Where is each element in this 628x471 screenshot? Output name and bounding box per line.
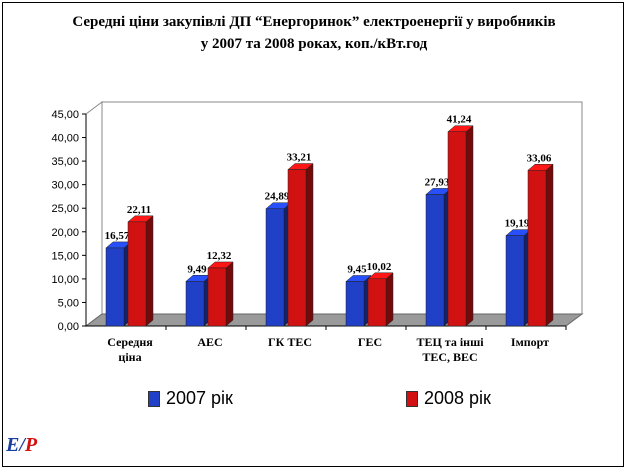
logo-letter-e: Е [6,434,20,456]
chart-title: Середні ціни закупівлі ДП “Енергоринок” … [0,11,628,55]
bar [127,221,147,327]
bar [207,267,227,327]
bar [287,169,307,327]
x-tick-label: Середня [107,335,153,349]
bar [527,170,547,327]
bar [265,208,285,327]
legend-swatch-2008 [406,390,418,407]
bar-value-label: 27,93 [425,176,450,188]
y-tick-label: 35,00 [51,156,79,168]
legend-label-2008: 2008 рік [424,388,491,408]
company-logo: Е/Р [6,434,38,456]
bar-value-label: 12,32 [207,250,232,262]
bar-value-label: 33,06 [527,152,552,164]
y-tick-label: 0,00 [58,321,79,333]
chart-title-line-2: у 2007 та 2008 роках, коп./кВт.год [200,36,428,52]
bar [105,247,125,327]
bar-side [225,261,234,327]
y-tick-label: 40,00 [51,133,79,145]
y-tick-label: 5,00 [58,297,79,309]
x-tick-label: ГК ТЕС [268,335,312,349]
bar-value-label: 33,21 [287,152,312,164]
bar-value-label: 41,24 [447,114,472,126]
y-tick-label: 30,00 [51,180,79,192]
legend-swatch-2007 [148,390,160,407]
bar-side [545,163,554,327]
bar [345,281,365,327]
x-tick-label: Імпорт [511,335,549,349]
bar [425,194,445,327]
bar [505,235,525,327]
legend-item-2008: 2008 рік [406,388,491,409]
y-tick-label: 45,00 [51,109,79,121]
bar [185,281,205,327]
x-tick-label: АЕС [197,335,222,349]
chart-title-line-1: Середні ціни закупівлі ДП “Енергоринок” … [72,14,556,30]
bar-value-label: 9,45 [347,263,367,275]
bar-value-label: 9,49 [187,263,207,275]
bar-side [305,163,314,327]
bar-value-label: 24,89 [265,191,290,203]
x-tick-label: ТЕС, ВЕС [422,350,477,364]
bar-value-label: 22,11 [127,204,151,216]
bar [367,278,387,327]
bar-side [145,215,154,327]
x-tick-label: ГЕС [358,335,382,349]
y-tick-label: 10,00 [51,274,79,286]
bar-value-label: 10,02 [367,261,392,273]
logo-letter-r: Р [24,434,38,456]
y-tick-label: 20,00 [51,227,79,239]
x-tick-label: ціна [118,350,141,364]
bar-value-label: 16,57 [105,230,130,242]
y-tick-label: 15,00 [51,250,79,262]
bar-side [465,125,474,327]
bar-side [385,272,394,327]
x-tick-label: ТЕЦ та інші [416,335,484,349]
y-tick-label: 25,00 [51,203,79,215]
bar-value-label: 19,19 [505,218,530,230]
chart-side-wall [85,101,103,327]
legend-label-2007: 2007 рік [166,388,233,408]
legend-item-2007: 2007 рік [148,388,233,409]
bar [447,131,467,327]
